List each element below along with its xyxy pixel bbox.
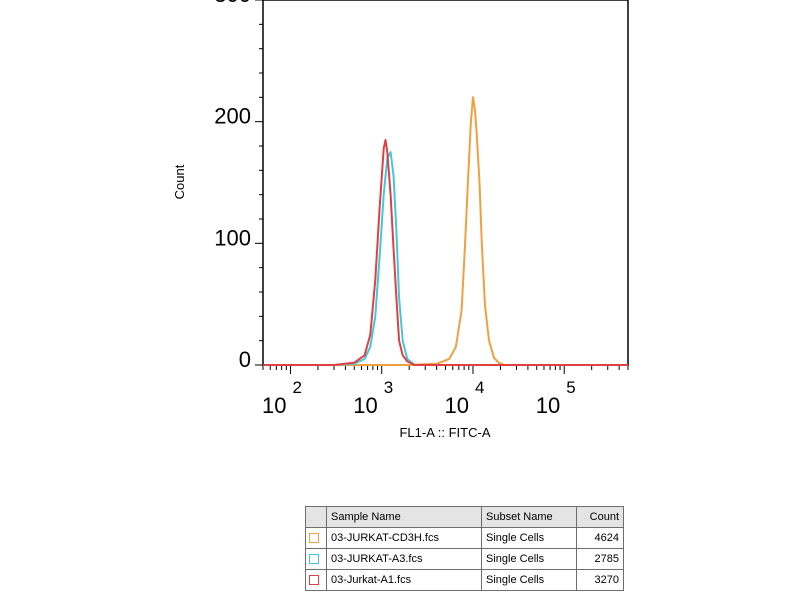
- y-tick-label: 300: [214, 0, 251, 7]
- y-tick-labels: 0 100 200 300: [214, 0, 251, 372]
- legend-count: 3270: [576, 569, 624, 591]
- legend-swatch-cell: [305, 548, 327, 570]
- series-group: [263, 96, 628, 366]
- series-line: [263, 96, 628, 366]
- legend-subset-name: Single Cells: [481, 548, 577, 570]
- x-tick-label-base: 10: [536, 393, 560, 418]
- plot-frame: [262, 0, 629, 366]
- x-tick-label-base: 10: [444, 393, 468, 418]
- y-axis-label: Count: [172, 164, 187, 199]
- legend-sample-name: 03-JURKAT-A3.fcs: [326, 548, 482, 570]
- legend-count: 2785: [576, 548, 624, 570]
- legend-subset-name: Single Cells: [481, 527, 577, 549]
- x-tick-label-base: 10: [262, 393, 286, 418]
- y-tick-label: 200: [214, 104, 251, 129]
- legend-header-row: Sample Name Subset Name Count: [305, 506, 624, 528]
- legend-swatch: [309, 554, 319, 565]
- x-tick-label-exponent: 3: [384, 378, 393, 397]
- series-line: [263, 151, 628, 366]
- x-tick-label-base: 10: [353, 393, 377, 418]
- x-axis-label: FL1-A :: FITC-A: [399, 425, 490, 440]
- legend-swatch: [309, 575, 319, 586]
- legend-swatch-cell: [305, 569, 327, 591]
- legend-swatch: [309, 533, 319, 544]
- legend-header-count: Count: [576, 506, 624, 528]
- legend-header-swatch: [305, 506, 327, 528]
- legend-count: 4624: [576, 527, 624, 549]
- y-tick-label: 100: [214, 225, 251, 250]
- x-tick-label-exponent: 2: [292, 378, 301, 397]
- x-tick-label-exponent: 4: [475, 378, 484, 397]
- y-tick-label: 0: [239, 347, 251, 372]
- series-line: [263, 138, 628, 366]
- legend-row: 03-JURKAT-CD3H.fcs Single Cells 4624: [305, 527, 624, 549]
- x-tick-label-exponent: 5: [566, 378, 575, 397]
- legend-swatch-cell: [305, 527, 327, 549]
- legend-sample-name: 03-JURKAT-CD3H.fcs: [326, 527, 482, 549]
- legend-subset-name: Single Cells: [481, 569, 577, 591]
- legend-row: 03-Jurkat-A1.fcs Single Cells 3270: [305, 569, 624, 591]
- legend-row: 03-JURKAT-A3.fcs Single Cells 2785: [305, 548, 624, 570]
- x-tick-labels: 10 2 10 3 10 4 10 5: [262, 378, 576, 418]
- legend-header-subset-name: Subset Name: [481, 506, 577, 528]
- axis-ticks: [255, 0, 629, 374]
- legend-sample-name: 03-Jurkat-A1.fcs: [326, 569, 482, 591]
- legend-header-sample-name: Sample Name: [326, 506, 482, 528]
- legend-table: Sample Name Subset Name Count 03-JURKAT-…: [305, 506, 624, 591]
